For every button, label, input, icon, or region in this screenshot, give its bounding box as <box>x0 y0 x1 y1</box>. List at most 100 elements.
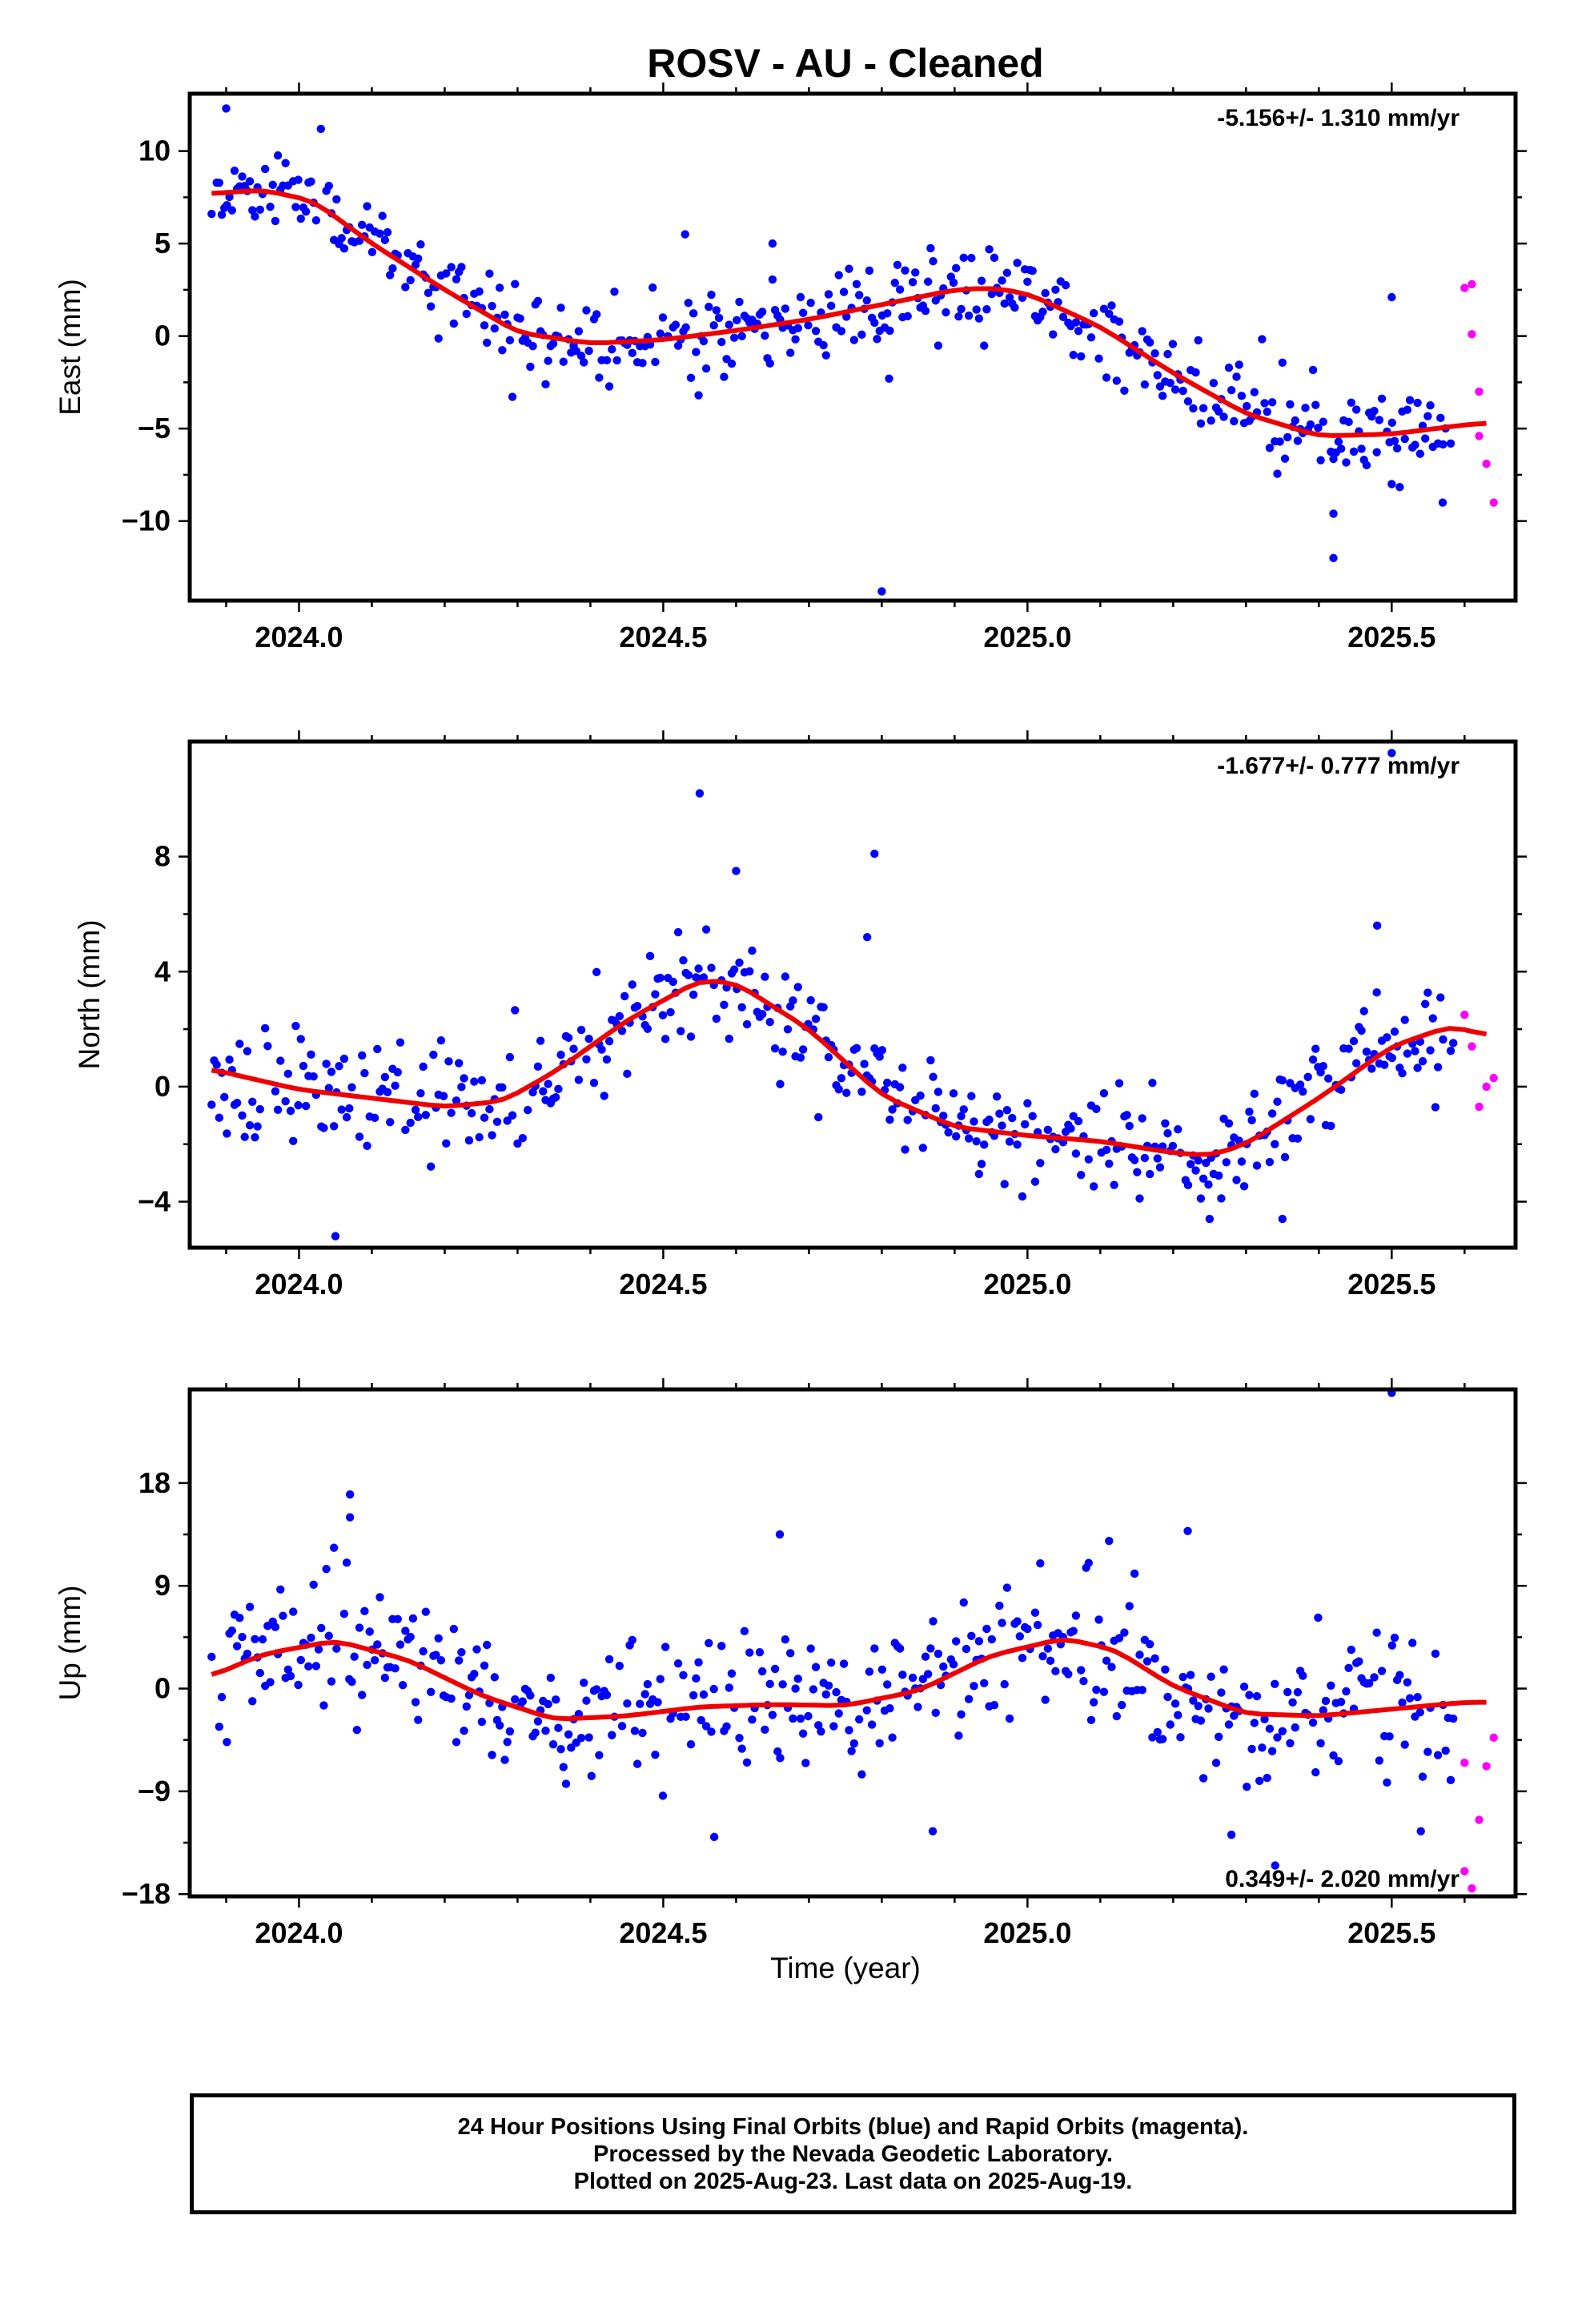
final-point <box>768 1711 777 1719</box>
rapid-point <box>1468 279 1476 289</box>
final-point <box>467 1108 476 1118</box>
final-point <box>689 990 698 999</box>
final-point <box>977 276 986 285</box>
final-point <box>1319 1706 1327 1715</box>
final-point <box>1380 1060 1389 1069</box>
final-point <box>383 227 392 237</box>
final-point <box>255 205 265 214</box>
y-tick-label: −9 <box>138 1775 171 1807</box>
final-point <box>508 392 517 401</box>
final-point <box>608 345 616 354</box>
final-point <box>503 1737 512 1747</box>
final-point <box>786 348 795 357</box>
final-point <box>974 1169 984 1179</box>
final-point <box>692 348 701 356</box>
final-point <box>592 967 601 977</box>
final-point <box>1327 1121 1335 1131</box>
final-point <box>1273 1733 1282 1742</box>
final-point <box>742 1758 752 1767</box>
final-point <box>335 1062 343 1071</box>
final-point <box>544 1699 552 1709</box>
final-point <box>342 1112 351 1122</box>
final-point <box>1135 1651 1144 1659</box>
final-point <box>692 1674 701 1683</box>
final-point <box>677 1027 685 1035</box>
final-point <box>1408 1638 1417 1647</box>
final-point <box>1183 1180 1193 1190</box>
fit-line <box>211 1637 1487 1722</box>
final-point <box>1013 1140 1022 1149</box>
final-point <box>436 1035 446 1045</box>
final-point <box>235 1614 244 1622</box>
final-point <box>1086 333 1096 342</box>
final-point <box>791 1684 800 1693</box>
final-point <box>238 1632 247 1642</box>
final-point <box>286 1106 295 1116</box>
final-point <box>475 287 484 296</box>
final-point <box>1155 1163 1165 1172</box>
final-point <box>1000 1180 1009 1188</box>
final-point <box>949 1089 958 1098</box>
final-point <box>393 1614 402 1624</box>
final-point <box>460 1726 468 1735</box>
final-point <box>1207 1672 1215 1681</box>
final-point <box>449 1624 459 1634</box>
final-point <box>778 1047 787 1056</box>
final-point <box>464 1691 474 1699</box>
final-point <box>414 254 423 263</box>
final-point <box>332 1644 341 1653</box>
final-point <box>324 1631 333 1640</box>
final-point <box>735 1734 744 1743</box>
final-point <box>457 1083 466 1092</box>
final-point <box>865 266 874 275</box>
final-point <box>207 209 216 219</box>
final-point <box>778 1680 787 1689</box>
final-point <box>426 1687 436 1696</box>
final-point <box>511 279 520 288</box>
final-point <box>373 1044 382 1054</box>
final-point <box>316 124 325 134</box>
final-point <box>1336 444 1346 453</box>
final-point <box>1211 1759 1221 1767</box>
final-point <box>251 1132 259 1142</box>
final-point <box>714 313 724 323</box>
final-point <box>796 1053 805 1062</box>
final-point <box>684 971 693 979</box>
final-point <box>1074 1116 1083 1126</box>
final-point <box>1390 436 1399 445</box>
final-point <box>1161 1665 1170 1675</box>
final-point <box>1005 1137 1014 1146</box>
final-point <box>617 1722 627 1731</box>
final-point <box>1176 1733 1185 1742</box>
final-point <box>271 216 280 226</box>
final-point <box>926 1644 935 1653</box>
final-point <box>1436 413 1445 423</box>
final-point <box>1449 1039 1458 1047</box>
final-point <box>253 1122 262 1131</box>
final-point <box>488 301 496 311</box>
final-point <box>311 1662 321 1671</box>
final-point <box>873 335 881 344</box>
final-point <box>386 271 395 279</box>
final-point <box>656 973 665 983</box>
final-point <box>1227 1830 1236 1839</box>
final-point <box>559 1763 568 1771</box>
panel-1: 2024.0 2024.5 2025.0 2025.5 −4 0 4 8 North (mm) -… <box>73 730 1527 1301</box>
final-point <box>276 1585 285 1594</box>
final-point <box>1120 386 1129 395</box>
final-point <box>653 1698 662 1707</box>
final-point <box>926 1055 935 1065</box>
final-point <box>322 1059 331 1068</box>
final-point <box>536 1036 545 1045</box>
final-point <box>898 1063 907 1072</box>
final-point <box>1390 1027 1399 1036</box>
final-point <box>826 301 836 311</box>
final-point <box>401 1125 410 1135</box>
final-point <box>923 1670 933 1679</box>
fit-line <box>211 188 1487 438</box>
final-point <box>1158 392 1167 400</box>
final-point <box>215 179 224 187</box>
final-point <box>709 1684 718 1694</box>
rate-annotation: -5.156+/- 1.310 mm/yr <box>1217 105 1460 131</box>
footer-line-3: Plotted on 2025-Aug-23. Last data on 202… <box>573 2168 1133 2194</box>
